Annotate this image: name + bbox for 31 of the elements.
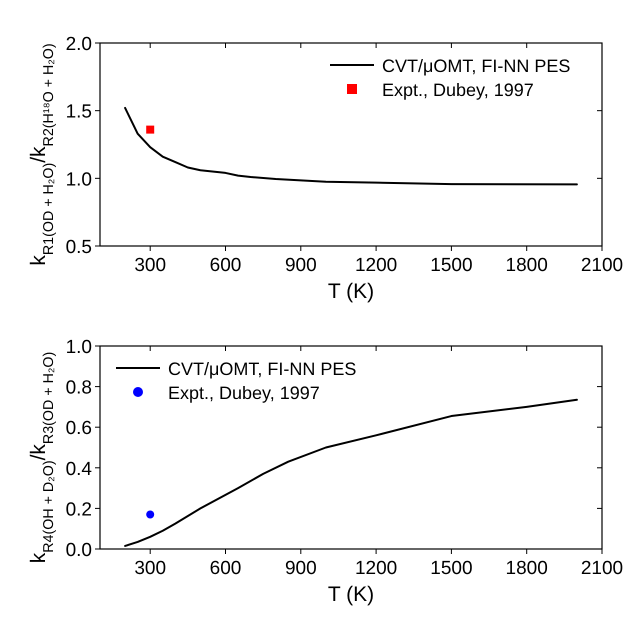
x-tick-label: 1800 — [506, 255, 548, 276]
legend-label: CVT/μOMT, FI-NN PES — [168, 359, 356, 379]
line-series — [124, 106, 578, 186]
x-axis-title: T (K) — [328, 583, 374, 606]
x-tick-label: 1200 — [354, 558, 398, 579]
y-tick-label: 0.8 — [66, 378, 92, 399]
x-tick-label: 600 — [210, 558, 242, 579]
legend-label: Expt., Dubey, 1997 — [168, 383, 320, 403]
x-axis-title: T (K) — [328, 280, 374, 303]
x-tick-label: 300 — [134, 255, 166, 276]
x-tick-label: 1800 — [506, 558, 548, 579]
y-tick-label: 0.5 — [66, 237, 92, 258]
y-tick-label: 0.6 — [66, 418, 92, 440]
legend-label: Expt., Dubey, 1997 — [382, 80, 534, 100]
y-tick-label: 1.5 — [66, 102, 92, 123]
x-tick-label: 1500 — [430, 255, 473, 276]
y-tick-label: 1.0 — [66, 169, 92, 190]
x-tick-label: 1200 — [354, 255, 398, 276]
x-tick-label: 900 — [284, 255, 317, 276]
x-tick-label: 2100 — [580, 255, 624, 276]
legend-label: CVT/μOMT, FI-NN PES — [382, 56, 570, 76]
x-tick-label: 2100 — [580, 558, 624, 579]
y-tick-label: 0.0 — [66, 540, 92, 561]
y-tick-label: 0.2 — [66, 499, 92, 520]
x-tick-label: 900 — [284, 558, 317, 579]
y-tick-label: 1.0 — [66, 337, 92, 358]
x-tick-label: 600 — [210, 255, 242, 276]
x-tick-label: 300 — [134, 558, 166, 579]
x-tick-label: 1500 — [430, 558, 473, 579]
y-tick-label: 0.4 — [66, 458, 92, 480]
y-tick-label: 2.0 — [66, 34, 92, 55]
